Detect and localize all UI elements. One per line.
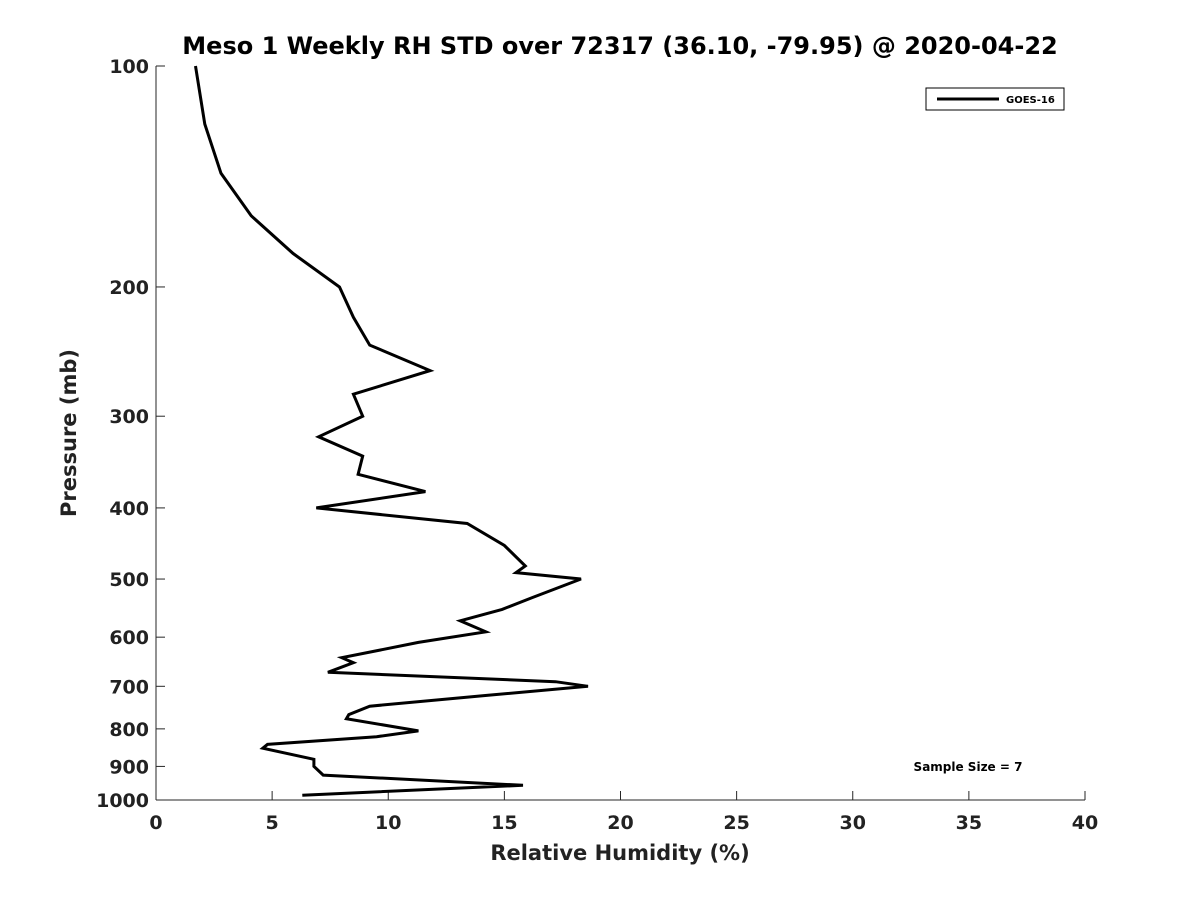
y-tick-label: 400 — [109, 498, 149, 520]
x-tick-label: 15 — [491, 812, 517, 834]
x-axis-ticks: 0 5 10 15 20 25 30 35 40 — [149, 791, 1098, 834]
legend: GOES-16 — [925, 87, 1065, 111]
chart-title: Meso 1 Weekly RH STD over 72317 (36.10, … — [182, 32, 1057, 60]
x-tick-label: 40 — [1072, 812, 1098, 834]
x-tick-label: 25 — [723, 812, 749, 834]
series-line-goes-16 — [194, 65, 589, 797]
x-tick-label: 35 — [956, 812, 982, 834]
x-axis-label: Relative Humidity (%) — [490, 841, 749, 865]
y-tick-label: 700 — [109, 676, 149, 698]
y-tick-label: 900 — [109, 756, 149, 778]
y-tick-label: 100 — [109, 56, 149, 78]
y-tick-label: 600 — [109, 627, 149, 649]
x-tick-label: 0 — [149, 812, 162, 834]
x-tick-label: 10 — [375, 812, 401, 834]
y-tick-label: 300 — [109, 406, 149, 428]
y-tick-label: 500 — [109, 569, 149, 591]
series-layer — [194, 65, 589, 797]
x-tick-label: 20 — [607, 812, 633, 834]
y-tick-label: 200 — [109, 277, 149, 299]
y-axis-ticks: 100 200 300 400 500 600 700 800 900 1000 — [96, 56, 165, 812]
y-tick-label: 1000 — [96, 790, 149, 812]
y-axis-label: Pressure (mb) — [57, 349, 81, 517]
legend-label: GOES-16 — [1006, 95, 1055, 106]
x-tick-label: 30 — [840, 812, 866, 834]
y-tick-label: 800 — [109, 719, 149, 741]
x-tick-label: 5 — [266, 812, 279, 834]
sample-size-annotation: Sample Size = 7 — [914, 760, 1023, 774]
